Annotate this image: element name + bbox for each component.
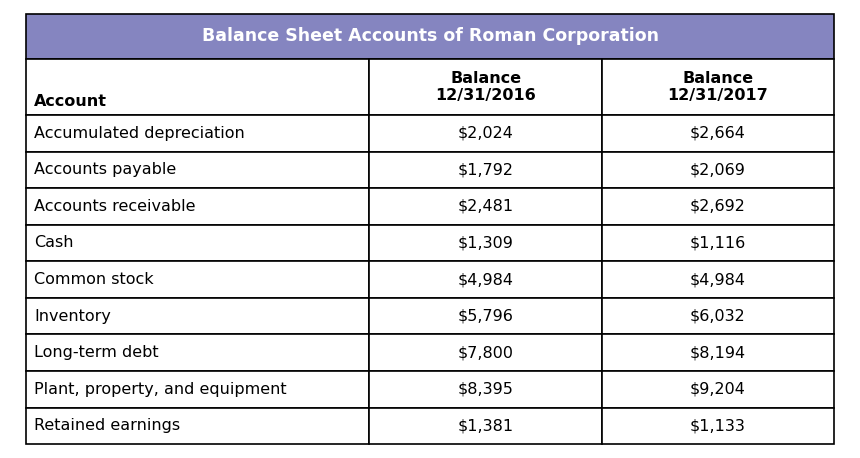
Bar xyxy=(602,188,834,225)
Bar xyxy=(26,408,370,444)
Text: $4,984: $4,984 xyxy=(458,272,513,287)
Text: $2,069: $2,069 xyxy=(690,162,746,177)
Bar xyxy=(26,152,370,188)
Text: $1,133: $1,133 xyxy=(690,419,746,433)
Text: Accounts receivable: Accounts receivable xyxy=(34,199,196,214)
Text: $2,481: $2,481 xyxy=(458,199,513,214)
Text: Balance
12/31/2016: Balance 12/31/2016 xyxy=(435,71,536,103)
Text: Cash: Cash xyxy=(34,235,74,251)
Bar xyxy=(370,298,602,334)
Text: Long-term debt: Long-term debt xyxy=(34,345,159,360)
Text: $6,032: $6,032 xyxy=(690,309,746,324)
Bar xyxy=(26,334,370,371)
Text: $9,204: $9,204 xyxy=(690,382,746,397)
Bar xyxy=(26,225,370,261)
Bar xyxy=(602,334,834,371)
Bar xyxy=(26,188,370,225)
Bar xyxy=(370,115,602,152)
Text: $8,194: $8,194 xyxy=(690,345,746,360)
Text: Account: Account xyxy=(34,94,108,109)
Bar xyxy=(370,59,602,115)
Text: $5,796: $5,796 xyxy=(458,309,513,324)
Bar xyxy=(370,371,602,408)
Text: Plant, property, and equipment: Plant, property, and equipment xyxy=(34,382,287,397)
Bar xyxy=(26,298,370,334)
Text: $2,024: $2,024 xyxy=(458,125,513,141)
Bar xyxy=(602,115,834,152)
Bar xyxy=(602,152,834,188)
Text: $8,395: $8,395 xyxy=(458,382,513,397)
Bar xyxy=(602,298,834,334)
Text: Balance
12/31/2017: Balance 12/31/2017 xyxy=(667,71,768,103)
Text: $1,309: $1,309 xyxy=(458,235,513,251)
Text: Common stock: Common stock xyxy=(34,272,154,287)
Bar xyxy=(602,261,834,298)
Bar xyxy=(602,59,834,115)
Bar xyxy=(26,59,370,115)
Bar xyxy=(602,371,834,408)
Text: $1,116: $1,116 xyxy=(690,235,746,251)
Text: Accumulated depreciation: Accumulated depreciation xyxy=(34,125,245,141)
Text: $2,692: $2,692 xyxy=(690,199,746,214)
Text: $1,792: $1,792 xyxy=(458,162,513,177)
Text: Inventory: Inventory xyxy=(34,309,111,324)
Bar xyxy=(370,261,602,298)
Bar xyxy=(26,14,834,59)
Text: $2,664: $2,664 xyxy=(690,125,746,141)
Bar xyxy=(370,188,602,225)
Text: $1,381: $1,381 xyxy=(458,419,513,433)
Bar xyxy=(370,408,602,444)
Bar xyxy=(602,408,834,444)
Bar xyxy=(26,371,370,408)
Bar xyxy=(370,225,602,261)
Text: Retained earnings: Retained earnings xyxy=(34,419,181,433)
Text: Balance Sheet Accounts of Roman Corporation: Balance Sheet Accounts of Roman Corporat… xyxy=(201,27,659,45)
Bar xyxy=(370,152,602,188)
Text: $4,984: $4,984 xyxy=(690,272,746,287)
Bar xyxy=(26,115,370,152)
Bar xyxy=(602,225,834,261)
Text: $7,800: $7,800 xyxy=(458,345,513,360)
Text: Accounts payable: Accounts payable xyxy=(34,162,176,177)
Bar xyxy=(26,261,370,298)
Bar xyxy=(370,334,602,371)
